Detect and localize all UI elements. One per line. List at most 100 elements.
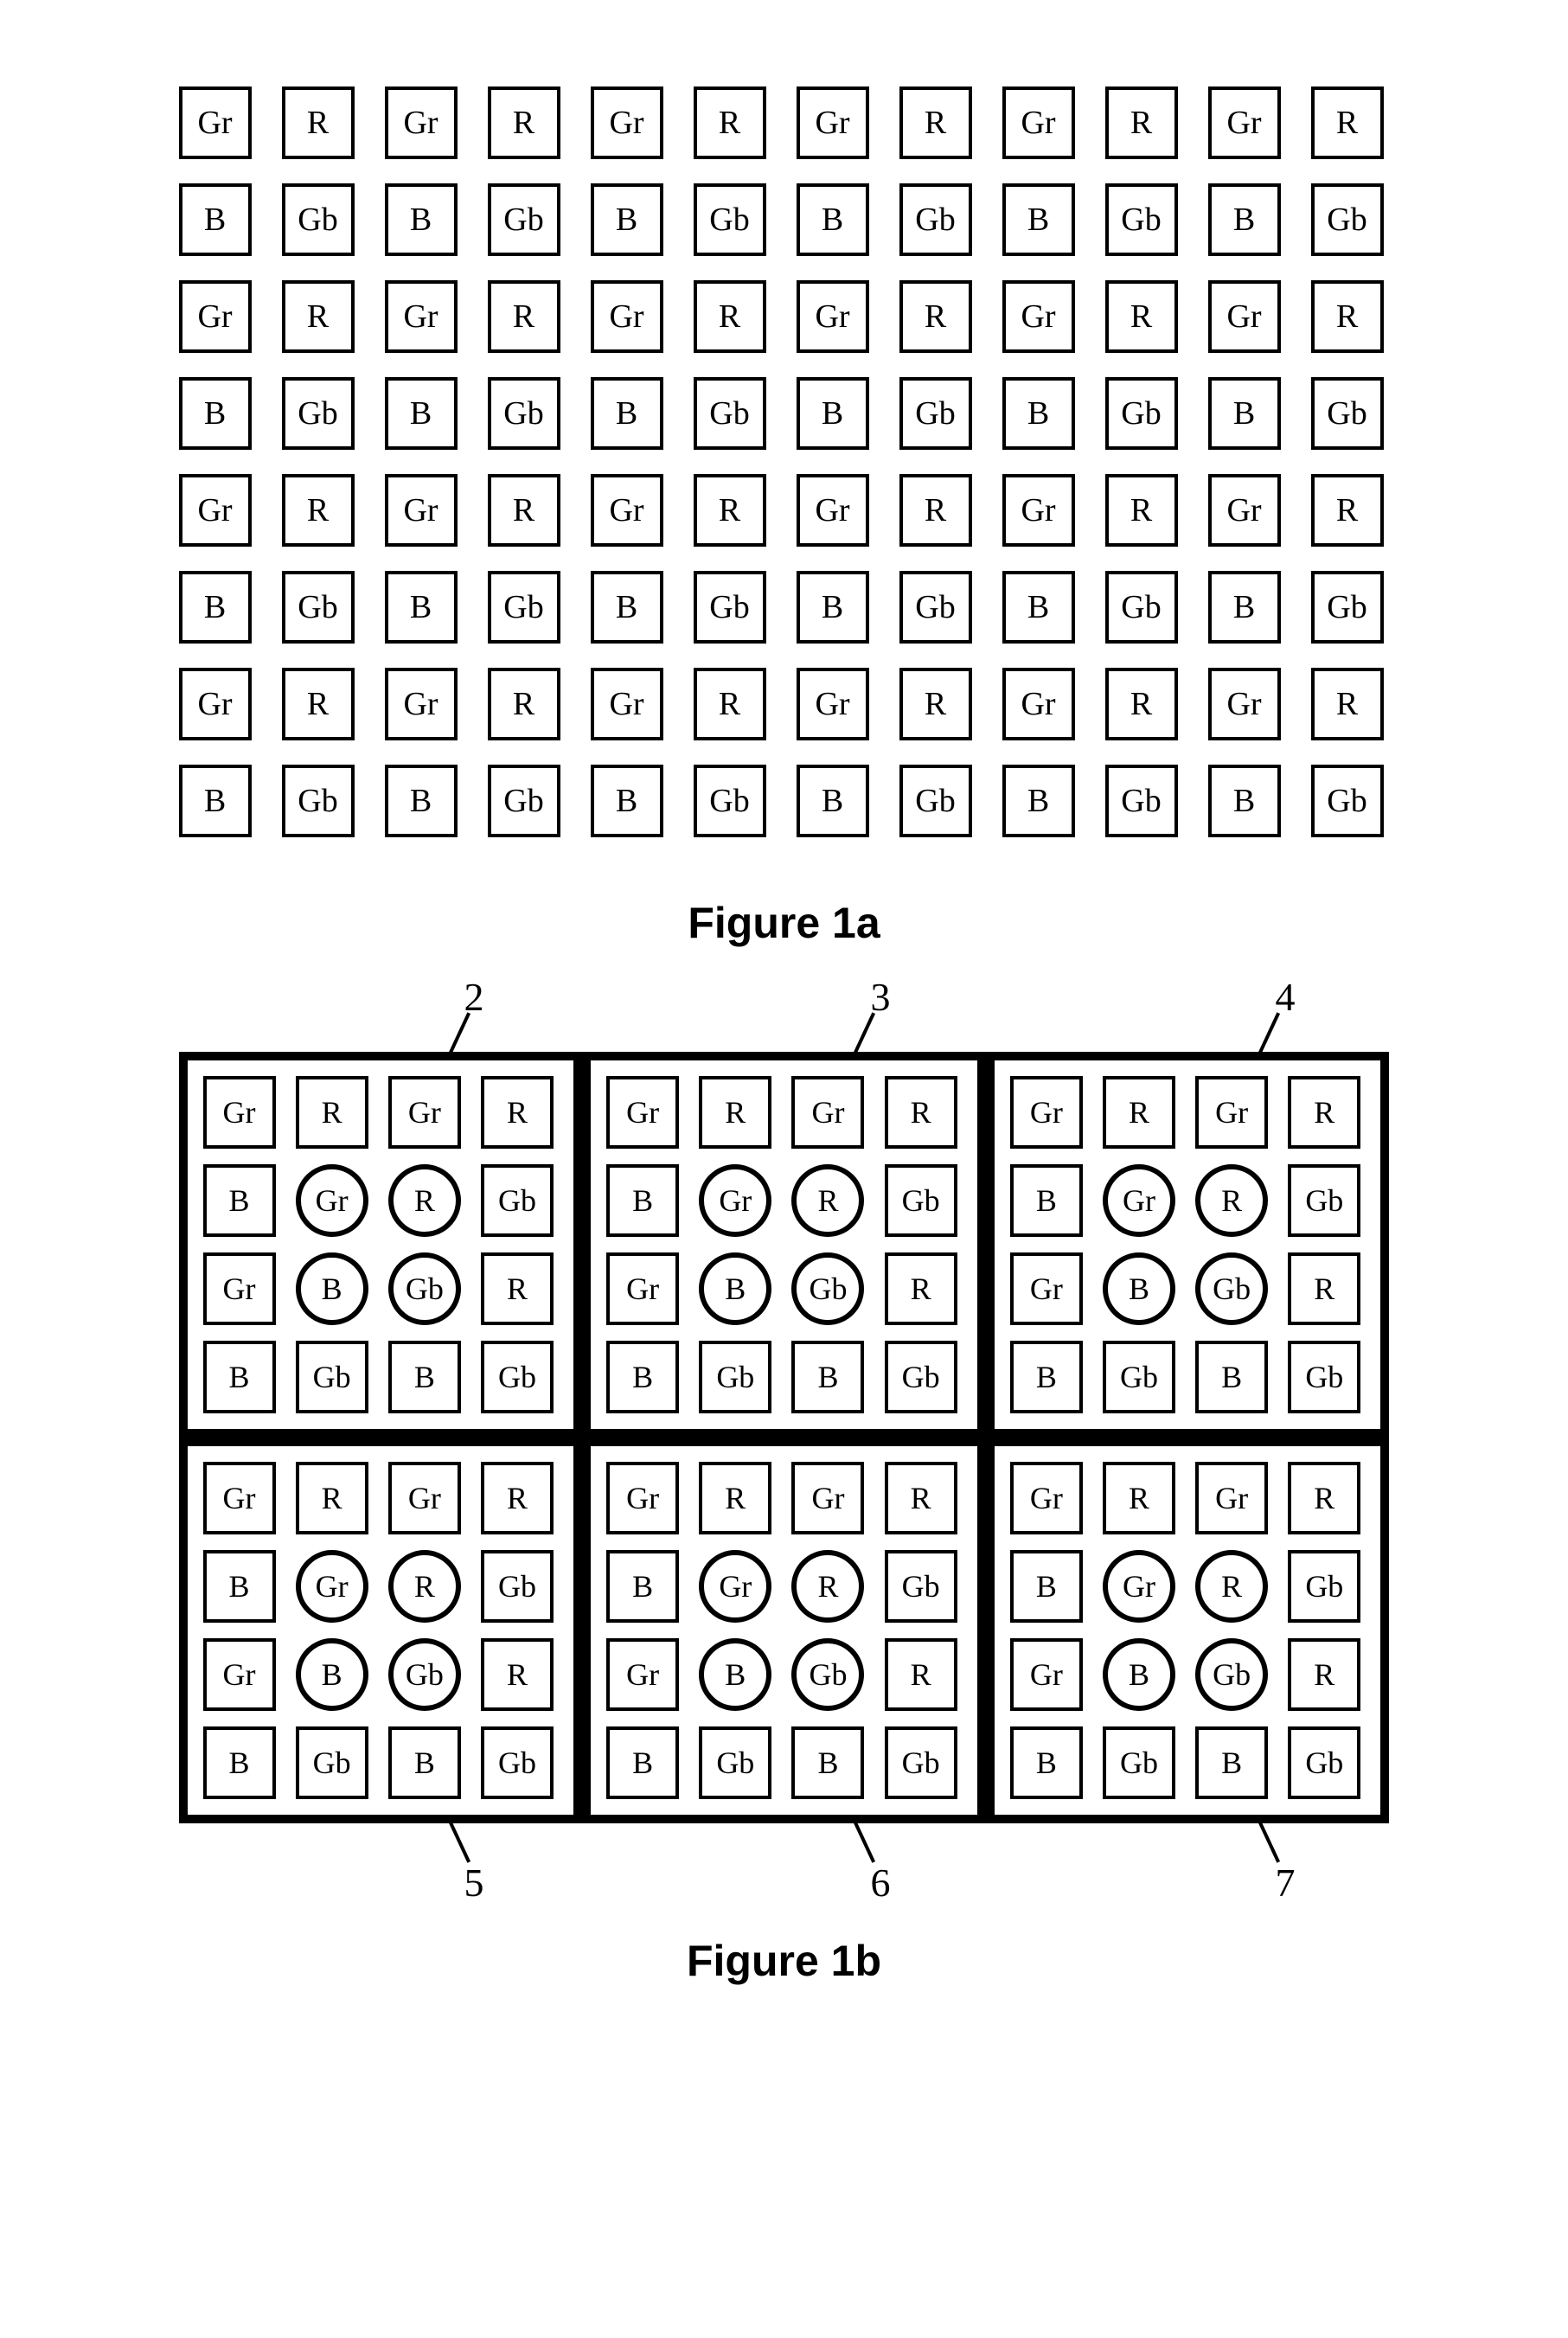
pixel-cell: R — [1311, 280, 1384, 353]
pixel-cell: Gr — [1002, 668, 1075, 740]
leader-3 — [852, 1012, 875, 1057]
pixel-cell: B — [385, 765, 458, 837]
pixel-block-grid: GrRGrRBGrRGbGrBGbRBGbBGb — [606, 1462, 962, 1799]
pixel-cell: R — [481, 1462, 554, 1534]
pixel-cell: Gr — [203, 1638, 276, 1711]
ref-label-7: 7 — [1276, 1860, 1296, 1906]
pixel-cell: R — [488, 474, 560, 547]
pixel-cell: Gb — [1288, 1164, 1360, 1237]
pixel-cell: B — [591, 571, 663, 644]
ref-label-6: 6 — [871, 1860, 891, 1906]
pixel-cell: Gr — [797, 280, 869, 353]
pixel-cell: R — [481, 1638, 554, 1711]
pixel-cell: R — [885, 1638, 957, 1711]
pixel-cell: Gr — [1010, 1638, 1083, 1711]
pixel-cell-circle: R — [1195, 1550, 1268, 1623]
pixel-cell: B — [179, 183, 252, 256]
pixel-cell: Gb — [899, 377, 972, 450]
pixel-cell: Gr — [797, 474, 869, 547]
pixel-cell-circle: Gr — [699, 1164, 771, 1237]
pixel-cell: Gr — [385, 86, 458, 159]
pixel-block-grid: GrRGrRBGrRGbGrBGbRBGbBGb — [606, 1076, 962, 1413]
pixel-cell: Gb — [1105, 765, 1178, 837]
pixel-cell: Gr — [606, 1638, 679, 1711]
pixel-cell: R — [899, 86, 972, 159]
pixel-cell: R — [699, 1462, 771, 1534]
pixel-cell: R — [296, 1462, 368, 1534]
figure-1b-wrap: 2 3 4 GrRGrRBGrRGbGrBGbRBGbBGbGrRGrRBGrR… — [179, 1052, 1390, 1823]
pixel-cell: Gr — [591, 668, 663, 740]
pixel-cell: Gr — [1010, 1462, 1083, 1534]
pixel-cell-circle: R — [388, 1550, 461, 1623]
pixel-cell: Gb — [1105, 183, 1178, 256]
pixel-cell: Gr — [606, 1076, 679, 1149]
pixel-cell: R — [1288, 1638, 1360, 1711]
pixel-cell: Gr — [591, 86, 663, 159]
pixel-cell: B — [1002, 377, 1075, 450]
pixel-cell-circle: Gb — [1195, 1638, 1268, 1711]
pixel-cell: Gr — [203, 1252, 276, 1325]
pixel-cell: Gr — [591, 280, 663, 353]
pixel-cell: Gr — [179, 86, 252, 159]
pixel-cell-circle: B — [699, 1252, 771, 1325]
pixel-cell: B — [591, 377, 663, 450]
pixel-cell-circle: Gr — [699, 1550, 771, 1623]
pixel-cell: B — [606, 1550, 679, 1623]
pixel-cell: B — [591, 183, 663, 256]
pixel-cell: R — [1288, 1462, 1360, 1534]
pixel-cell: B — [203, 1341, 276, 1413]
pixel-cell: Gb — [1105, 377, 1178, 450]
pixel-cell: B — [203, 1550, 276, 1623]
pixel-cell: R — [296, 1076, 368, 1149]
pixel-cell-circle: Gb — [1195, 1252, 1268, 1325]
pixel-cell: Gr — [606, 1252, 679, 1325]
pixel-cell: Gb — [296, 1341, 368, 1413]
pixel-cell: B — [385, 183, 458, 256]
pixel-cell: B — [791, 1726, 864, 1799]
pixel-cell: Gb — [282, 377, 355, 450]
pixel-cell: Gb — [296, 1726, 368, 1799]
pixel-cell: B — [1010, 1726, 1083, 1799]
pixel-cell: B — [179, 571, 252, 644]
pixel-block: GrRGrRBGrRGbGrBGbRBGbBGb — [986, 1052, 1390, 1438]
pixel-cell: Gr — [1010, 1076, 1083, 1149]
pixel-cell: Gb — [488, 571, 560, 644]
pixel-block: GrRGrRBGrRGbGrBGbRBGbBGb — [582, 1438, 986, 1823]
pixel-cell: B — [1195, 1341, 1268, 1413]
pixel-cell-circle: R — [791, 1550, 864, 1623]
pixel-cell: B — [179, 377, 252, 450]
pixel-cell: Gb — [699, 1341, 771, 1413]
pixel-cell-circle: Gr — [296, 1550, 368, 1623]
figure-1b-caption: Figure 1b — [156, 1936, 1412, 1986]
pixel-cell: Gr — [1208, 668, 1281, 740]
pixel-cell-circle: Gr — [1103, 1550, 1175, 1623]
pixel-cell: R — [1105, 474, 1178, 547]
pixel-cell: R — [699, 1076, 771, 1149]
pixel-cell: Gb — [885, 1550, 957, 1623]
pixel-cell: R — [282, 86, 355, 159]
pixel-cell: Gr — [179, 474, 252, 547]
ref-label-5: 5 — [464, 1860, 484, 1906]
pixel-cell: Gr — [1208, 280, 1281, 353]
pixel-cell-circle: Gb — [388, 1252, 461, 1325]
pixel-cell: Gb — [1311, 183, 1384, 256]
pixel-block-grid: GrRGrRBGrRGbGrBGbRBGbBGb — [1010, 1076, 1366, 1413]
pixel-cell: B — [606, 1164, 679, 1237]
pixel-cell: Gr — [797, 668, 869, 740]
pixel-cell: B — [797, 765, 869, 837]
pixel-cell: Gb — [282, 183, 355, 256]
pixel-cell: Gr — [1010, 1252, 1083, 1325]
pixel-cell: Gr — [1002, 474, 1075, 547]
pixel-cell: B — [179, 765, 252, 837]
pixel-cell: Gb — [694, 377, 766, 450]
pixel-cell-circle: R — [791, 1164, 864, 1237]
pixel-cell: R — [885, 1462, 957, 1534]
pixel-cell: B — [1208, 183, 1281, 256]
pixel-cell: Gb — [481, 1341, 554, 1413]
page: GrRGrRGrRGrRGrRGrRBGbBGbBGbBGbBGbBGbGrRG… — [0, 0, 1568, 2176]
pixel-cell: R — [899, 668, 972, 740]
pixel-cell: Gb — [1288, 1341, 1360, 1413]
pixel-cell: Gr — [797, 86, 869, 159]
pixel-cell: Gr — [179, 280, 252, 353]
pixel-cell: B — [385, 571, 458, 644]
